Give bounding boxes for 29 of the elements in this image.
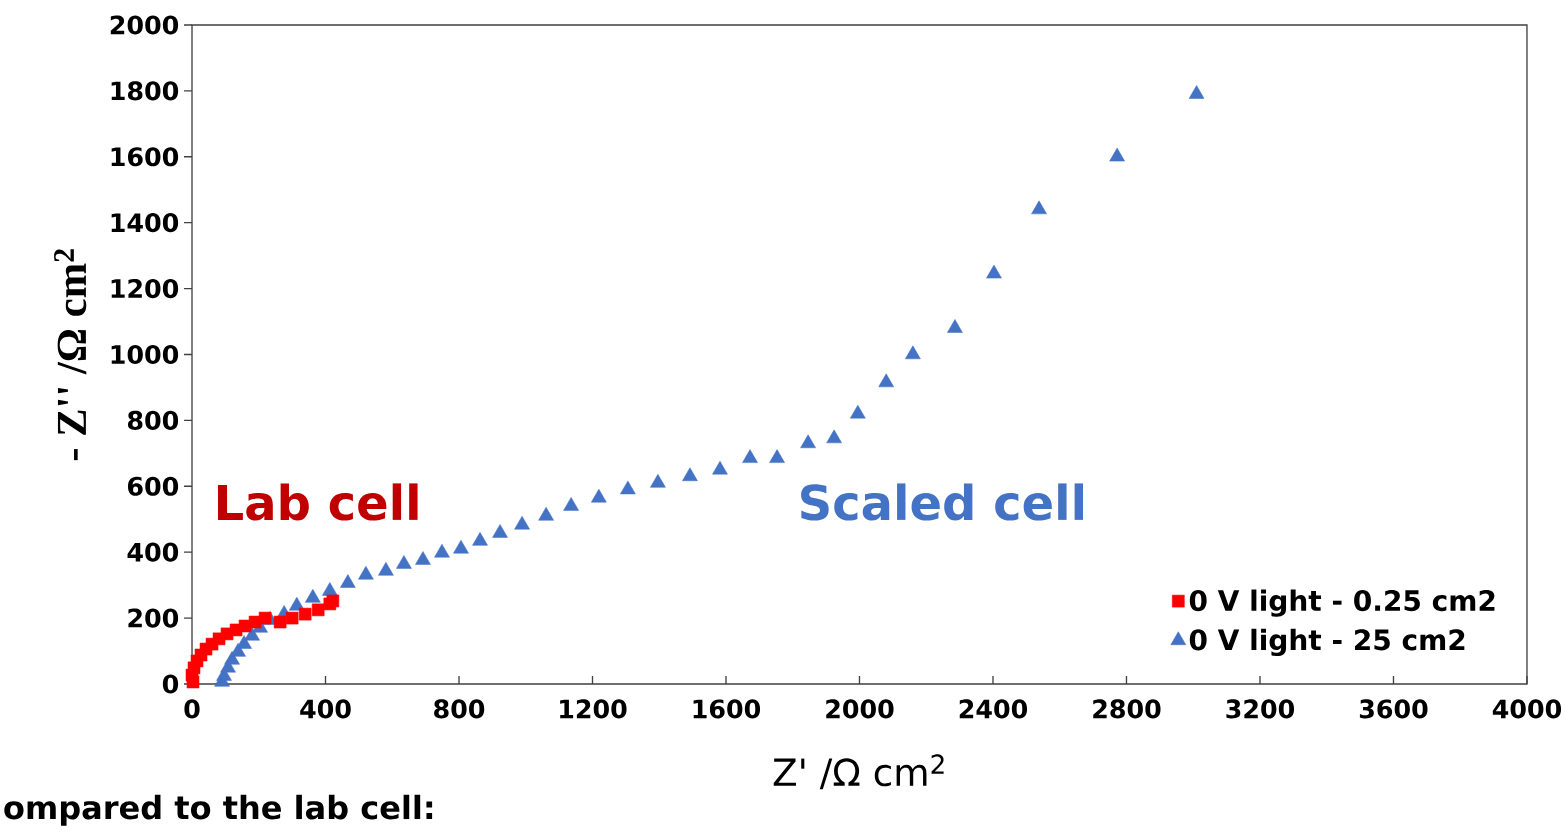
annotation: Scaled cell <box>801 483 1084 521</box>
x-tick-label: 0 <box>184 699 200 719</box>
y-tick-label: 400 <box>127 542 179 562</box>
x-tick-label: 1200 <box>560 699 627 719</box>
x-tick-label: 1600 <box>693 699 761 719</box>
legend-label: 0 V light - 25 cm2 <box>1189 628 1465 657</box>
text: ompared to the lab cell: <box>4 794 433 826</box>
x-tick-label: 2800 <box>1093 699 1161 719</box>
x-tick-label: 2400 <box>959 699 1028 719</box>
y-tick-label: 1400 <box>111 213 179 233</box>
x-tick-label: 4000 <box>1492 699 1562 719</box>
y-tick-label: 200 <box>128 608 179 628</box>
x-axis-title: Z' /Ω cm$^{2}$ <box>773 754 944 790</box>
y-tick-label: 2000 <box>110 15 179 35</box>
x-tick-label: 3200 <box>1226 699 1295 719</box>
y-tick-label: 1800 <box>111 81 179 101</box>
y-tick-label: 1600 <box>111 147 179 167</box>
x-tick-label: 3600 <box>1359 699 1428 719</box>
x-tick-label: 2000 <box>826 699 894 719</box>
y-tick-label: 1000 <box>111 344 179 365</box>
annotation: Lab cell <box>218 483 418 521</box>
x-tick-label: 800 <box>434 699 485 719</box>
y-axis-title: - Z'' /Ω cm$^{2}$ <box>54 249 87 461</box>
y-tick-label: 800 <box>127 410 179 430</box>
legend-label: 0 V light - 0.25 cm2 <box>1189 589 1495 617</box>
y-tick-label: 0 <box>162 674 179 694</box>
y-tick-label: 600 <box>127 476 179 496</box>
y-tick-label: 1200 <box>111 279 179 299</box>
x-tick-label: 400 <box>300 699 351 719</box>
